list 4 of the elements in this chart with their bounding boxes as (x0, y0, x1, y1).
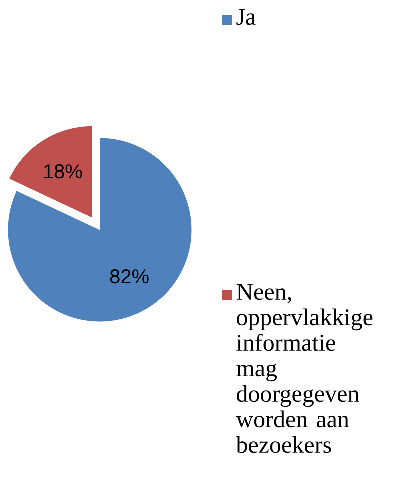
legend-label: Neen, oppervlakkige informatie mag doorgegeven worden aan bezoekers (236, 284, 373, 454)
data-label: 18% (44, 164, 82, 179)
legend-label: Ja (236, 9, 256, 26)
data-label: 82% (110, 270, 149, 284)
